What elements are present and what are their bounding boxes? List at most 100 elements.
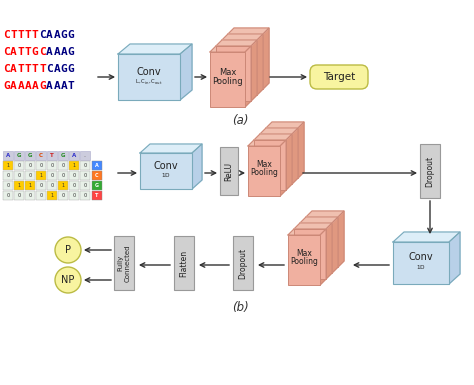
Polygon shape	[332, 217, 338, 273]
FancyBboxPatch shape	[58, 151, 68, 160]
FancyBboxPatch shape	[210, 52, 245, 107]
Text: Fully
Connected: Fully Connected	[118, 244, 130, 282]
Text: 0: 0	[7, 183, 9, 188]
Text: 0: 0	[18, 163, 20, 168]
Text: 0: 0	[7, 173, 9, 178]
Text: T: T	[39, 64, 46, 74]
FancyBboxPatch shape	[47, 171, 57, 180]
FancyBboxPatch shape	[69, 161, 79, 170]
Polygon shape	[449, 232, 460, 284]
Text: A: A	[46, 30, 53, 40]
Text: C: C	[39, 30, 46, 40]
Text: C: C	[39, 153, 43, 158]
Text: G: G	[68, 30, 74, 40]
Text: 0: 0	[73, 173, 75, 178]
FancyBboxPatch shape	[47, 161, 57, 170]
Polygon shape	[210, 46, 251, 52]
Text: (a): (a)	[232, 114, 248, 127]
Text: Conv: Conv	[137, 67, 161, 77]
Text: 0: 0	[83, 183, 87, 188]
Text: 1: 1	[7, 163, 9, 168]
FancyBboxPatch shape	[69, 171, 79, 180]
Text: A: A	[95, 163, 99, 168]
FancyBboxPatch shape	[58, 191, 68, 200]
Text: 0: 0	[62, 173, 64, 178]
FancyBboxPatch shape	[47, 151, 57, 160]
Polygon shape	[180, 44, 192, 100]
Text: A: A	[61, 81, 67, 91]
Text: 1: 1	[28, 183, 32, 188]
Text: Dropout: Dropout	[238, 248, 247, 279]
FancyBboxPatch shape	[36, 161, 46, 170]
FancyBboxPatch shape	[47, 191, 57, 200]
Text: 1: 1	[18, 183, 20, 188]
Text: C: C	[95, 173, 99, 178]
Text: Max: Max	[219, 68, 236, 77]
Text: G: G	[95, 183, 99, 188]
Polygon shape	[192, 144, 202, 189]
FancyBboxPatch shape	[92, 181, 102, 190]
Text: G: G	[68, 47, 74, 57]
Text: Target: Target	[323, 72, 355, 82]
FancyBboxPatch shape	[228, 34, 263, 89]
Text: $\mathregular{_{1D}}$: $\mathregular{_{1D}}$	[416, 263, 426, 271]
FancyBboxPatch shape	[140, 153, 192, 189]
Text: C: C	[3, 64, 10, 74]
FancyBboxPatch shape	[69, 181, 79, 190]
Text: G: G	[17, 153, 21, 158]
Text: Dropout: Dropout	[426, 156, 435, 187]
Text: 0: 0	[73, 183, 75, 188]
Text: A: A	[10, 47, 17, 57]
Text: 0: 0	[28, 193, 32, 198]
FancyBboxPatch shape	[294, 229, 326, 279]
FancyBboxPatch shape	[14, 181, 24, 190]
FancyBboxPatch shape	[260, 134, 292, 184]
Text: 1: 1	[62, 183, 64, 188]
Text: A: A	[25, 81, 31, 91]
Text: A: A	[46, 47, 53, 57]
Text: Max: Max	[296, 248, 312, 258]
Text: 0: 0	[39, 193, 43, 198]
Polygon shape	[248, 140, 286, 146]
Text: 1: 1	[50, 193, 54, 198]
Text: 0: 0	[83, 163, 87, 168]
FancyBboxPatch shape	[118, 54, 180, 100]
Text: T: T	[32, 30, 38, 40]
Text: $\mathregular{_{1D}}$: $\mathregular{_{1D}}$	[161, 171, 171, 179]
FancyBboxPatch shape	[58, 171, 68, 180]
Text: 0: 0	[83, 173, 87, 178]
Text: A: A	[54, 64, 60, 74]
Text: G: G	[68, 64, 74, 74]
Polygon shape	[320, 229, 326, 285]
Polygon shape	[300, 217, 338, 223]
Polygon shape	[288, 229, 326, 235]
Text: NP: NP	[61, 275, 75, 285]
FancyBboxPatch shape	[36, 171, 46, 180]
FancyBboxPatch shape	[80, 161, 90, 170]
Text: 0: 0	[7, 193, 9, 198]
Text: 1: 1	[73, 163, 75, 168]
Polygon shape	[306, 211, 344, 217]
Text: A: A	[46, 81, 53, 91]
Polygon shape	[260, 128, 298, 134]
Text: A: A	[54, 81, 60, 91]
FancyBboxPatch shape	[3, 151, 13, 160]
FancyBboxPatch shape	[47, 181, 57, 190]
FancyBboxPatch shape	[393, 242, 449, 284]
Text: T: T	[32, 64, 38, 74]
Text: Conv: Conv	[154, 161, 178, 171]
Polygon shape	[254, 134, 292, 140]
Text: 0: 0	[62, 163, 64, 168]
FancyBboxPatch shape	[92, 171, 102, 180]
FancyBboxPatch shape	[248, 146, 280, 196]
Text: T: T	[25, 30, 31, 40]
Text: T: T	[95, 193, 99, 198]
FancyBboxPatch shape	[300, 223, 332, 273]
FancyBboxPatch shape	[288, 235, 320, 285]
Text: G: G	[61, 64, 67, 74]
FancyBboxPatch shape	[14, 161, 24, 170]
Text: A: A	[10, 64, 17, 74]
Text: A: A	[54, 47, 60, 57]
Text: 0: 0	[18, 193, 20, 198]
Text: 0: 0	[28, 163, 32, 168]
